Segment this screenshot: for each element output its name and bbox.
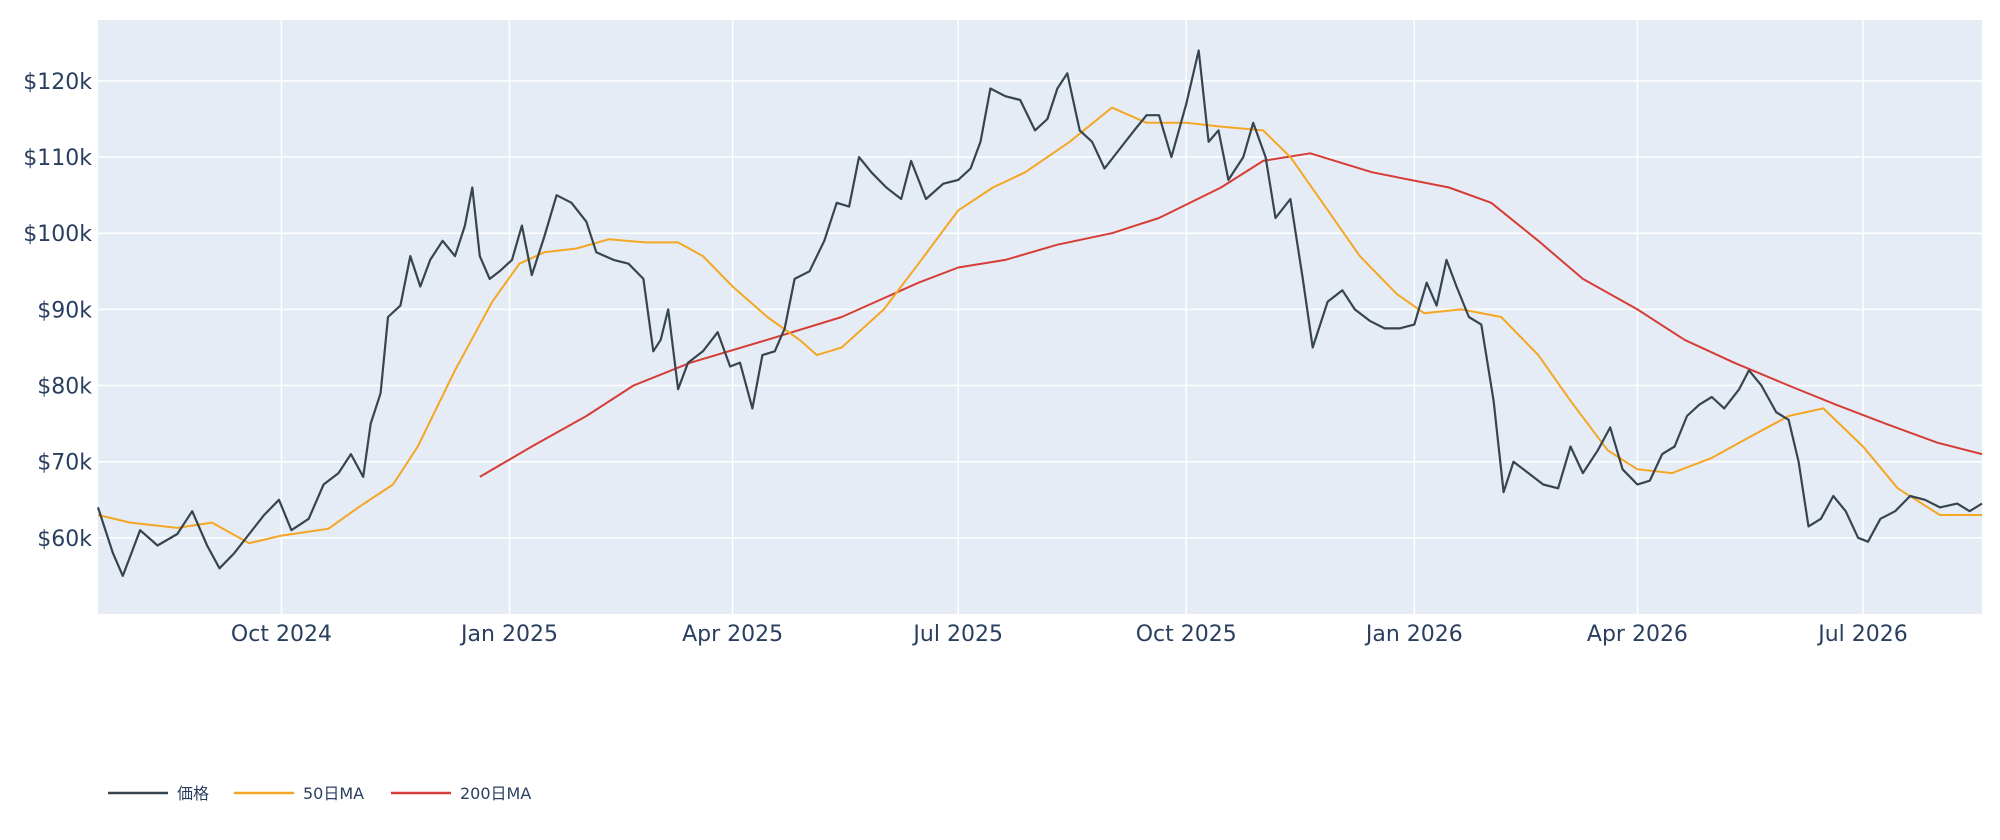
- series-line-2: [479, 152, 1983, 478]
- x-tick-label: Apr 2026: [1587, 622, 1688, 647]
- x-tick-label: Jul 2026: [1816, 622, 1908, 647]
- y-tick-label: $80k: [37, 375, 92, 400]
- grid-lines: [98, 20, 1982, 614]
- legend-item-2: 200日MA: [391, 784, 531, 803]
- x-tick-label: Jan 2026: [1364, 622, 1463, 647]
- legend-label: 価格: [177, 784, 209, 803]
- y-tick-label: $60k: [37, 527, 92, 552]
- y-axis-ticks: $60k $70k $80k $90k $100k $110k $120k: [23, 70, 92, 552]
- y-tick-label: $100k: [23, 222, 92, 247]
- y-tick-label: $90k: [37, 298, 92, 323]
- legend-label: 200日MA: [460, 784, 531, 803]
- y-tick-label: $110k: [23, 146, 92, 171]
- x-tick-label: Oct 2024: [231, 622, 332, 647]
- y-tick-label: $70k: [37, 451, 92, 476]
- x-tick-label: Oct 2025: [1136, 622, 1237, 647]
- x-tick-label: Jan 2025: [459, 622, 558, 647]
- x-tick-label: Jul 2025: [911, 622, 1003, 647]
- series-lines: [96, 49, 1983, 577]
- legend: 価格 50日MA 200日MA: [108, 784, 531, 803]
- y-tick-label: $120k: [23, 70, 92, 95]
- legend-label: 50日MA: [303, 784, 364, 803]
- legend-item-1: 50日MA: [234, 784, 364, 803]
- x-tick-label: Apr 2025: [682, 622, 783, 647]
- x-axis-ticks: Oct 2024 Jan 2025 Apr 2025 Jul 2025 Oct 2025…: [231, 622, 1908, 647]
- series-line-1: [97, 106, 1982, 545]
- legend-item-0: 価格: [108, 784, 209, 803]
- series-line-0: [96, 49, 1983, 577]
- plot-background: [98, 20, 1982, 614]
